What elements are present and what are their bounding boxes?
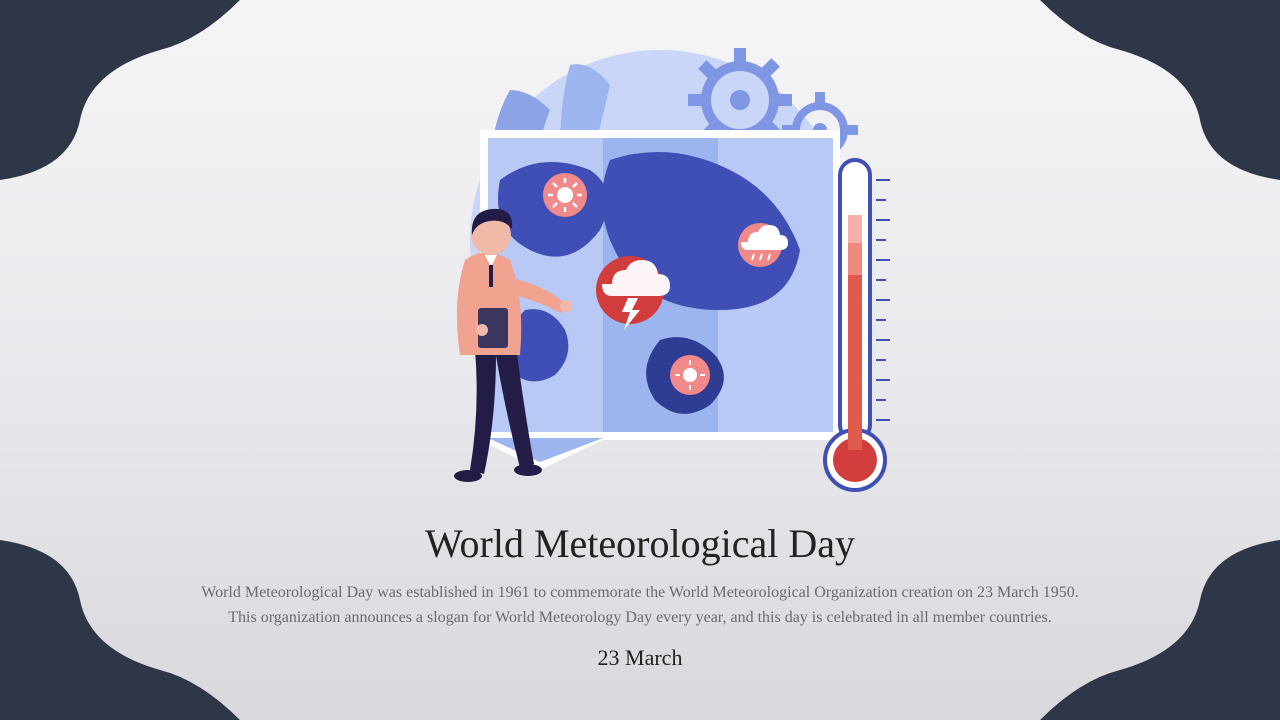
weather-badge-sun <box>670 355 710 395</box>
slide-body: World Meteorological Day was established… <box>190 581 1090 631</box>
weather-badge-sun <box>543 173 587 217</box>
slide: World Meteorological Day World Meteorolo… <box>0 0 1280 720</box>
corner-top-left <box>0 0 240 200</box>
meteorology-illustration <box>360 40 920 500</box>
slide-title: World Meteorological Day <box>190 520 1090 567</box>
corner-top-right <box>1040 0 1280 200</box>
text-block: World Meteorological Day World Meteorolo… <box>190 520 1090 671</box>
slide-date: 23 March <box>190 645 1090 671</box>
